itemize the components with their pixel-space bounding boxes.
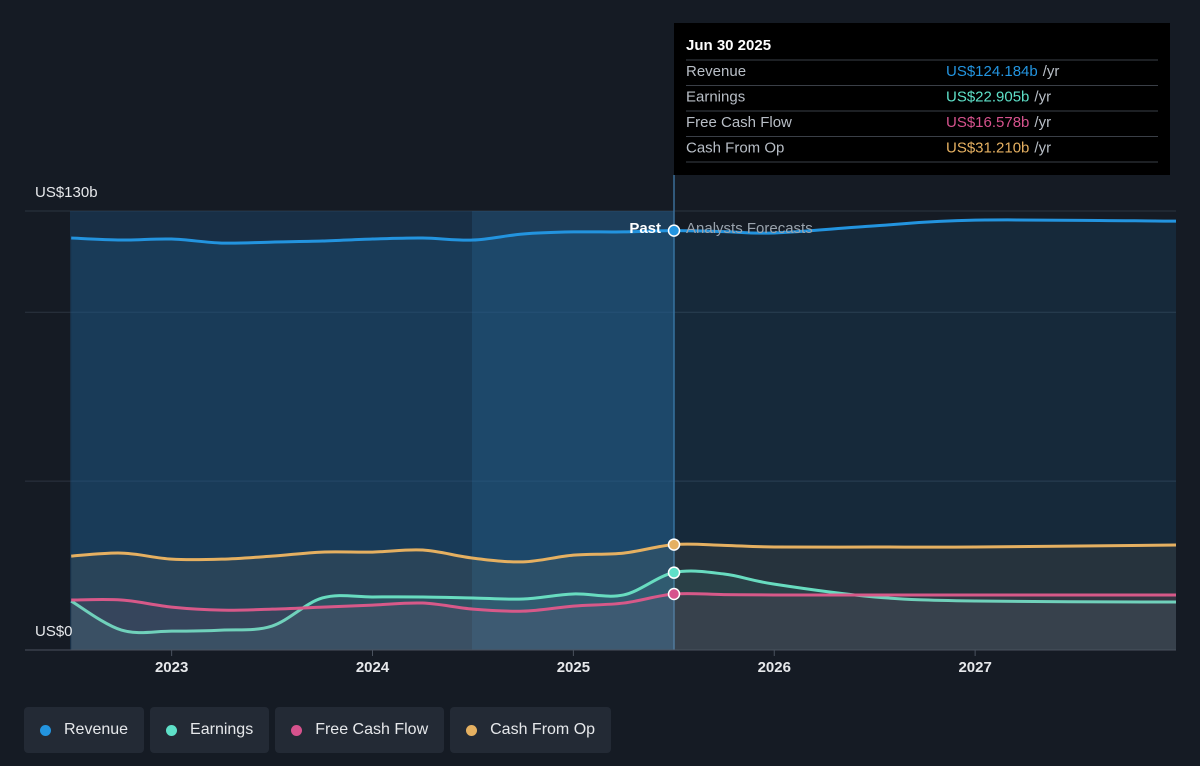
hover-point (667, 538, 681, 551)
x-tick-label: 2026 (758, 659, 791, 676)
tooltip-value: US$31.210b/yr (946, 139, 1051, 156)
tooltip-label: Revenue (686, 63, 746, 80)
tooltip-unit: /yr (1034, 114, 1051, 131)
hover-point (667, 587, 681, 601)
legend-label: Earnings (190, 721, 254, 738)
past-region (70, 211, 674, 650)
tooltip-value: US$124.184b/yr (946, 63, 1059, 80)
x-tick-label: 2024 (356, 659, 390, 676)
tooltip-value-label: US$16.578b (946, 114, 1029, 131)
series-area (71, 219, 1177, 650)
tooltip-value: US$16.578b/yr (946, 114, 1051, 131)
tooltip-label: Cash From Op (686, 139, 784, 156)
y-tick-label: US$130b (35, 184, 98, 201)
tooltip-box (674, 23, 1170, 175)
highlight-region (472, 211, 674, 650)
legend-item[interactable]: Earnings (150, 707, 270, 753)
legend: Revenue Earnings Free Cash Flow Cash From O… (24, 707, 612, 753)
legend-label: Cash From Op (490, 721, 596, 738)
legend-item[interactable]: Revenue (24, 707, 145, 753)
legend-swatch (166, 724, 178, 736)
tooltip-value-label: US$124.184b (946, 63, 1038, 80)
x-tick-label: 2023 (155, 659, 188, 676)
tooltip-unit: /yr (1043, 63, 1060, 80)
tooltip-unit: /yr (1034, 139, 1051, 156)
legend-swatch (291, 724, 303, 736)
tooltip-value: US$22.905b/yr (946, 88, 1051, 105)
past-label: Past (629, 220, 661, 237)
legend-swatch (40, 724, 51, 736)
tooltip-unit: /yr (1034, 88, 1051, 105)
series-line (71, 542, 1177, 564)
tooltip-value-label: US$31.210b (946, 139, 1029, 156)
series-area (71, 593, 1177, 650)
tooltip-label: Earnings (686, 88, 745, 105)
series-line (71, 591, 1176, 613)
series-area (71, 571, 1177, 650)
series-layer (70, 218, 1177, 650)
tooltip: Jun 30 2025 Revenue US$124.184b/yr Earning… (674, 23, 1170, 175)
legend-swatch (466, 724, 478, 736)
hover-point (667, 224, 681, 237)
series-line (70, 569, 1177, 635)
legend-item[interactable]: Cash From Op (450, 707, 612, 753)
tooltip-label: Free Cash Flow (686, 114, 792, 131)
legend-label: Free Cash Flow (315, 721, 429, 738)
hover-point (667, 566, 681, 579)
tooltip-title: Jun 30 2025 (686, 37, 771, 54)
legend-label: Revenue (64, 721, 129, 738)
series-line (71, 218, 1177, 245)
x-tick-label: 2027 (958, 659, 991, 676)
y-tick-label: US$0 (35, 623, 73, 640)
tooltip-value-label: US$22.905b (946, 88, 1029, 105)
x-tick-label: 2025 (557, 659, 590, 676)
legend-item[interactable]: Free Cash Flow (275, 707, 445, 753)
chart: Past Analysts Forecasts US$0 US$130b 2023 2… (25, 23, 1177, 676)
forecast-label: Analysts Forecasts (686, 220, 813, 237)
series-area (71, 544, 1177, 650)
